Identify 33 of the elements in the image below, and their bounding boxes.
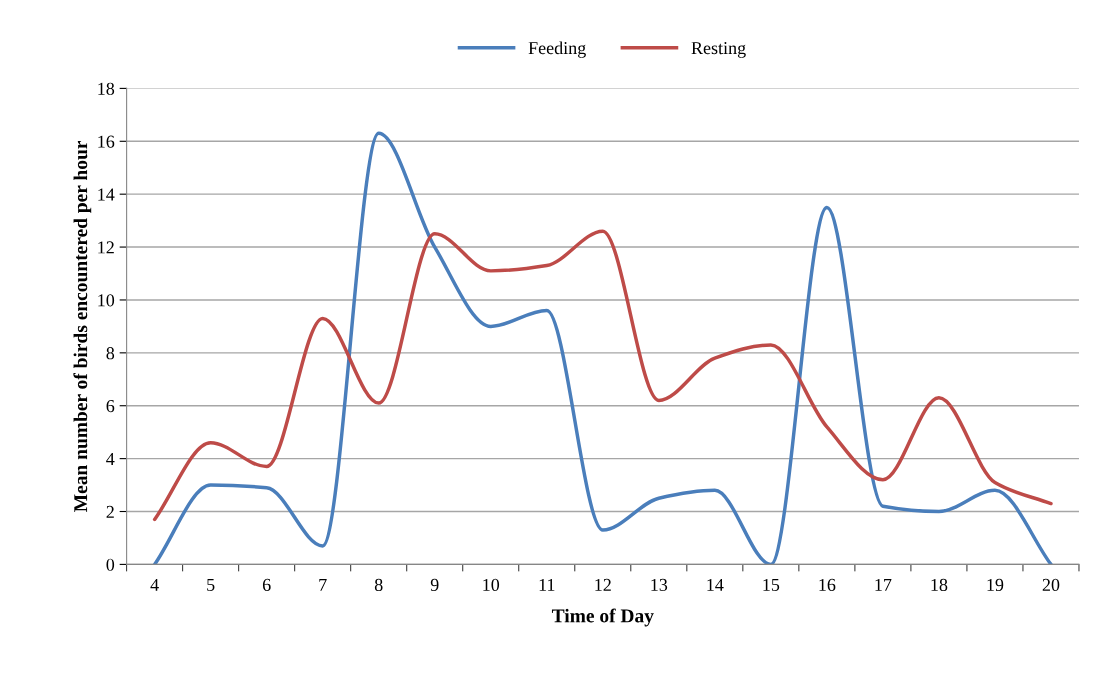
y-tick-label: 4 <box>106 453 115 465</box>
y-tick-label: 14 <box>98 188 115 201</box>
x-tick-label: 6 <box>262 578 271 591</box>
y-tick-label: 8 <box>106 347 115 360</box>
legend-label: Resting <box>691 42 746 58</box>
x-tick-label: 7 <box>319 578 327 591</box>
x-tick-label: 17 <box>875 578 892 591</box>
x-tick-label: 4 <box>150 578 159 591</box>
y-tick-label: 16 <box>98 135 115 148</box>
x-tick-label: 10 <box>483 578 500 591</box>
x-axis-title: Time of Day <box>551 608 654 627</box>
y-tick-label: 2 <box>106 505 114 518</box>
x-tick-label: 11 <box>539 578 555 591</box>
x-tick-label: 20 <box>1042 578 1060 591</box>
line-series <box>152 229 1053 522</box>
x-tick-label: 16 <box>819 578 836 591</box>
x-tick-label: 15 <box>763 578 780 591</box>
legend-label: Feeding <box>528 41 586 58</box>
x-tick-label: 9 <box>430 578 439 591</box>
y-tick-label: 10 <box>98 294 115 307</box>
x-tick-label: 5 <box>207 578 215 591</box>
x-tick-label: 8 <box>374 578 383 591</box>
y-tick-label: 18 <box>98 82 115 95</box>
y-tick-label: 0 <box>106 558 115 571</box>
x-tick-label: 12 <box>595 578 611 591</box>
x-tick-label: 18 <box>931 578 948 591</box>
y-tick-label: 6 <box>106 400 115 413</box>
x-tick-label: 19 <box>987 578 1004 591</box>
x-tick-label: 13 <box>651 578 668 591</box>
y-tick-label: 12 <box>98 241 114 254</box>
x-tick-label: 14 <box>707 578 724 591</box>
y-axis-title: Mean number of birds encountered per hour <box>73 140 92 512</box>
line-series <box>152 131 1053 565</box>
